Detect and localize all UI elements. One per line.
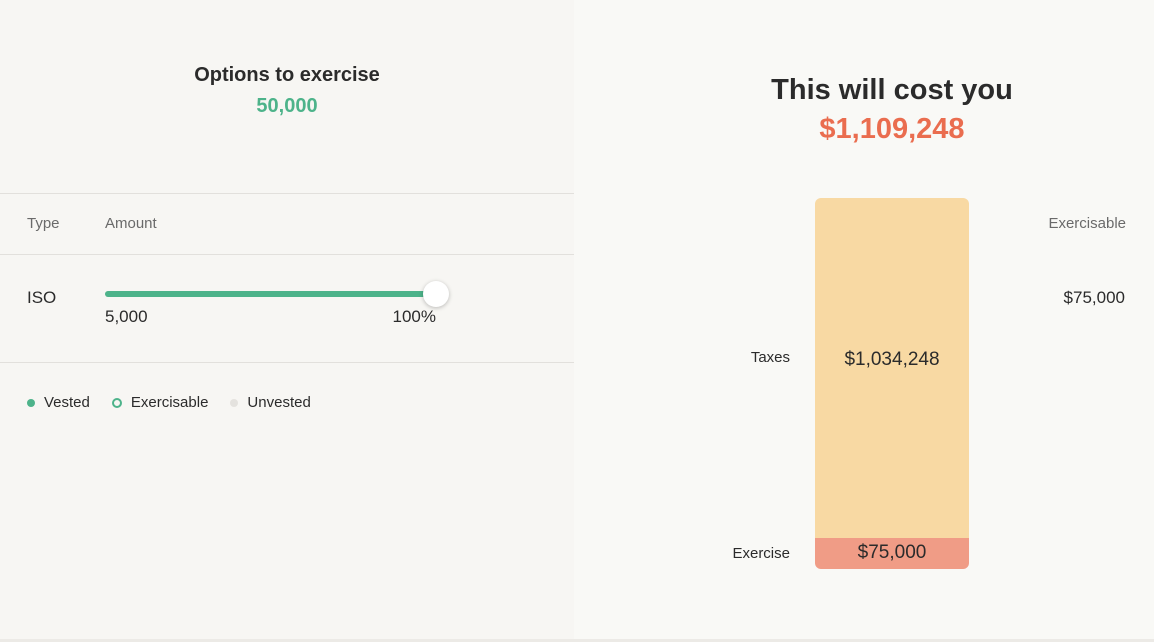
amount-min-label: 5,000 — [105, 307, 148, 326]
unvested-dot-icon — [230, 398, 239, 407]
vested-dot-icon — [27, 398, 35, 407]
legend-item-unvested: Unvested — [230, 394, 311, 411]
bar-value-taxes: $1,034,248 — [844, 349, 940, 370]
bar-value-exercise: $75,000 — [857, 542, 927, 563]
legend-item-vested: Vested — [27, 394, 90, 411]
divider — [0, 193, 574, 194]
legend-label: Vested — [44, 394, 90, 411]
bar-segment-taxes — [815, 198, 969, 538]
legend-item-exercisable: Exercisable — [111, 394, 209, 411]
exercisable-ring-icon — [111, 397, 122, 408]
total-cost: $1,109,248 — [819, 113, 965, 145]
bar-category-taxes: Taxes — [750, 349, 790, 366]
column-header-exercisable: Exercisable — [1048, 215, 1126, 232]
options-title: Options to exercise — [194, 64, 380, 86]
column-header-amount: Amount — [105, 215, 157, 232]
divider — [0, 254, 574, 255]
divider — [0, 362, 574, 363]
options-panel — [0, 0, 574, 639]
amount-slider-track[interactable] — [105, 291, 436, 297]
cost-title: This will cost you — [771, 74, 1013, 106]
row-type: ISO — [27, 288, 57, 307]
amount-slider-handle[interactable] — [423, 281, 449, 307]
bar-segment-exercise — [815, 538, 969, 569]
legend: Vested Exercisable Unvested — [27, 394, 333, 411]
legend-label: Unvested — [247, 394, 311, 411]
amount-slider-fill — [105, 291, 436, 297]
bar-category-exercise: Exercise — [732, 545, 790, 562]
bottom-divider — [0, 639, 1154, 642]
row-exercisable-value: $75,000 — [1063, 288, 1125, 307]
options-count: 50,000 — [256, 95, 318, 117]
column-header-type: Type — [27, 215, 60, 232]
legend-label: Exercisable — [130, 394, 209, 411]
amount-percent-label: 100% — [392, 307, 436, 326]
